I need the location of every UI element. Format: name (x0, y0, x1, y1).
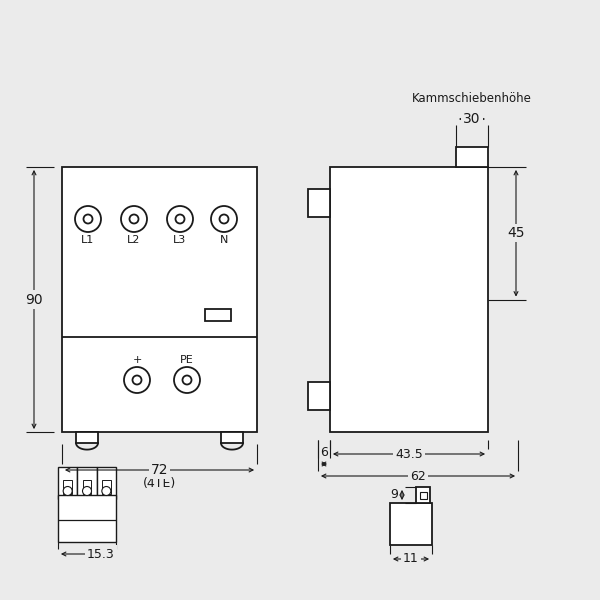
Bar (330, 167, 488, 432)
Text: 45: 45 (507, 226, 525, 240)
Text: L2: L2 (127, 235, 140, 245)
Circle shape (167, 206, 193, 232)
Circle shape (182, 376, 191, 385)
Text: 6: 6 (320, 445, 328, 458)
Circle shape (102, 487, 111, 496)
Bar (97, 467, 116, 499)
Text: +: + (133, 355, 142, 365)
Text: 43.5: 43.5 (395, 448, 423, 461)
Text: 11: 11 (403, 553, 419, 565)
Circle shape (124, 367, 150, 393)
Circle shape (211, 206, 237, 232)
Circle shape (63, 487, 72, 496)
Bar (308, 382, 330, 410)
Bar (102, 480, 110, 494)
Bar (456, 147, 488, 167)
Bar (416, 487, 430, 503)
Bar (83, 480, 91, 494)
Text: L3: L3 (173, 235, 187, 245)
Bar (58, 495, 116, 542)
Circle shape (83, 487, 91, 496)
Bar (308, 189, 330, 217)
Text: 15.3: 15.3 (87, 547, 115, 560)
Text: Kammschiebenhöhe: Kammschiebenhöhe (412, 92, 532, 106)
Circle shape (174, 367, 200, 393)
Text: 30: 30 (463, 112, 481, 126)
Text: 72: 72 (151, 463, 168, 477)
Circle shape (75, 206, 101, 232)
Text: (4TE): (4TE) (143, 478, 176, 491)
Circle shape (220, 214, 229, 223)
Text: L1: L1 (82, 235, 95, 245)
Bar (64, 480, 72, 494)
Circle shape (83, 214, 92, 223)
Bar (62, 167, 257, 432)
Text: 90: 90 (25, 292, 43, 307)
Bar (77, 467, 97, 499)
Bar (76, 432, 98, 443)
Text: 62: 62 (410, 469, 426, 482)
Bar (221, 432, 243, 443)
Bar (419, 491, 427, 499)
Bar (390, 503, 432, 545)
Text: 9: 9 (390, 488, 398, 502)
Text: PE: PE (180, 355, 194, 365)
Circle shape (130, 214, 139, 223)
Bar (58, 467, 77, 499)
Circle shape (176, 214, 185, 223)
Circle shape (133, 376, 142, 385)
Bar (205, 308, 231, 320)
Text: N: N (220, 235, 228, 245)
Circle shape (121, 206, 147, 232)
